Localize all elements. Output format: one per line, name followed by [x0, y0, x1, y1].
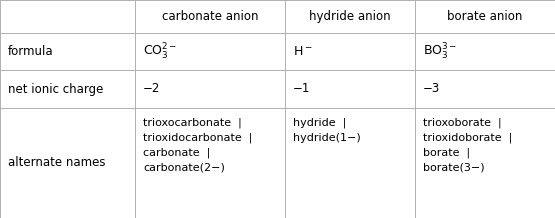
Text: −3: −3: [423, 82, 440, 95]
Text: $\mathrm{H^-}$: $\mathrm{H^-}$: [293, 45, 312, 58]
Text: $\mathrm{BO_3^{3-}}$: $\mathrm{BO_3^{3-}}$: [423, 41, 457, 61]
Text: borate anion: borate anion: [447, 10, 523, 23]
Text: −2: −2: [143, 82, 160, 95]
Text: $\mathrm{CO_3^{2-}}$: $\mathrm{CO_3^{2-}}$: [143, 41, 178, 61]
Text: alternate names: alternate names: [8, 157, 105, 170]
Text: hydride anion: hydride anion: [309, 10, 391, 23]
Text: carbonate anion: carbonate anion: [162, 10, 258, 23]
Text: hydride  |
hydride(1−): hydride | hydride(1−): [293, 118, 361, 143]
Text: formula: formula: [8, 45, 54, 58]
Text: trioxocarbonate  |
trioxidocarbonate  |
carbonate  |
carbonate(2−): trioxocarbonate | trioxidocarbonate | ca…: [143, 118, 253, 173]
Text: net ionic charge: net ionic charge: [8, 82, 103, 95]
Text: trioxoborate  |
trioxidoborate  |
borate  |
borate(3−): trioxoborate | trioxidoborate | borate |…: [423, 118, 512, 173]
Text: −1: −1: [293, 82, 310, 95]
